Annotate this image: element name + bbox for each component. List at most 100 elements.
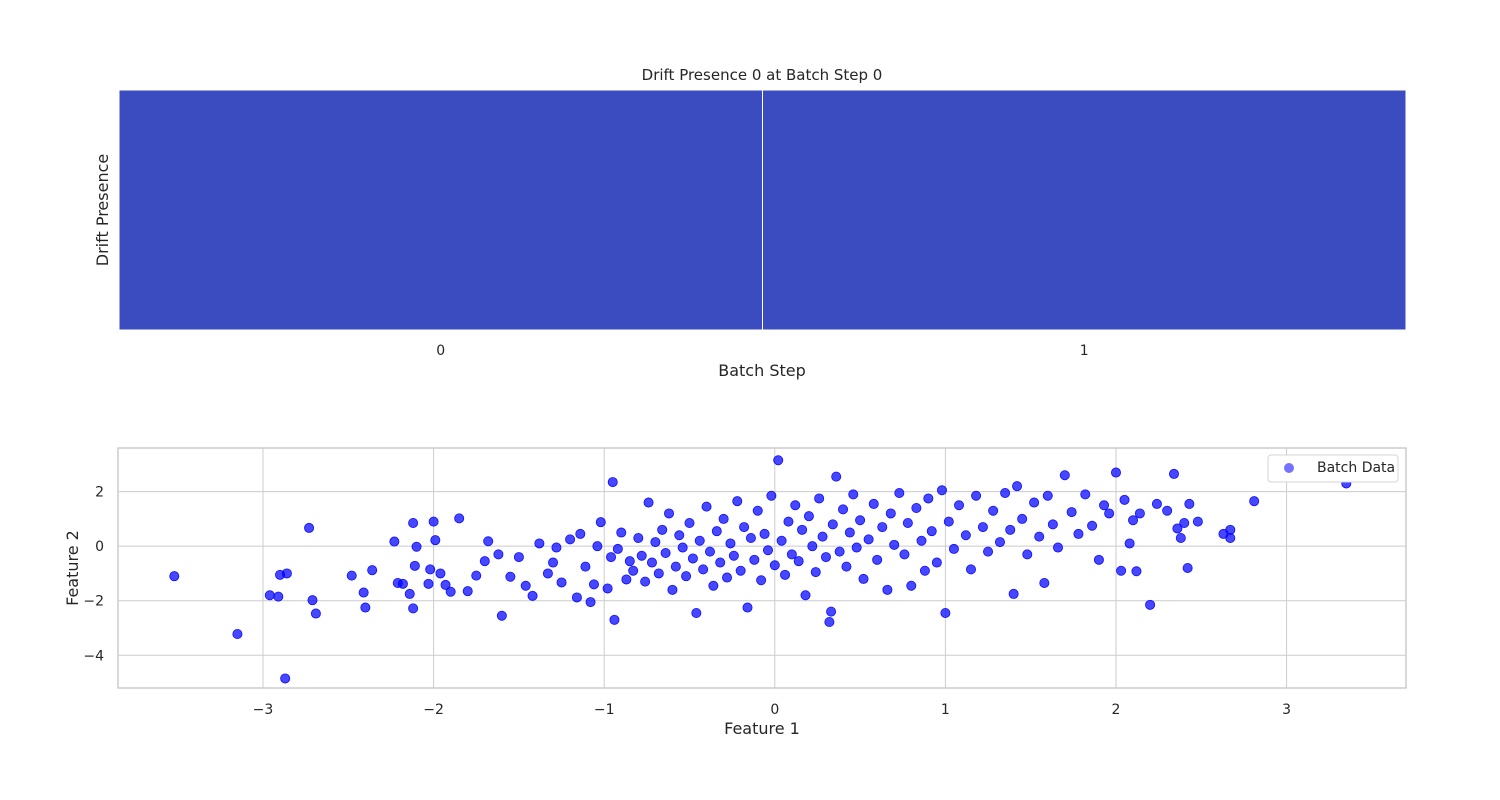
scatter-point	[1104, 508, 1115, 519]
scatter-point	[454, 513, 465, 524]
scatter-x-tick-label: −3	[253, 702, 274, 718]
scatter-point	[899, 549, 910, 560]
scatter-point	[1093, 554, 1104, 565]
scatter-point	[520, 580, 531, 591]
scatter-point	[360, 602, 371, 613]
scatter-point	[592, 541, 603, 552]
scatter-point	[885, 508, 896, 519]
scatter-point	[1087, 520, 1098, 531]
scatter-point	[1008, 588, 1019, 599]
scatter-point	[607, 477, 618, 488]
scatter-y-tick-label: 2	[95, 485, 104, 501]
scatter-point	[759, 528, 770, 539]
scatter-point	[1000, 487, 1011, 498]
scatter-point	[430, 535, 441, 546]
scatter-point	[411, 541, 422, 552]
scatter-point	[1066, 507, 1077, 518]
scatter-point	[745, 533, 756, 544]
scatter-point	[877, 522, 888, 533]
scatter-point	[513, 552, 524, 563]
scatter-point	[841, 561, 852, 572]
scatter-point	[824, 617, 835, 628]
scatter-x-tick-label: 1	[941, 702, 950, 718]
scatter-point	[1184, 498, 1195, 509]
scatter-point	[735, 565, 746, 576]
scatter-point	[948, 543, 959, 554]
scatter-y-tick-label: 0	[95, 539, 104, 555]
scatter-point	[640, 576, 651, 587]
scatter-point	[783, 516, 794, 527]
scatter-point	[766, 490, 777, 501]
scatter-point	[588, 579, 599, 590]
legend-label: Batch Data	[1317, 460, 1395, 476]
scatter-point	[606, 552, 617, 563]
scatter-point	[773, 455, 784, 466]
scatter-point	[621, 574, 632, 585]
scatter-point	[732, 496, 743, 507]
scatter-point	[889, 539, 900, 550]
scatter-point	[786, 549, 797, 560]
scatter-point	[493, 549, 504, 560]
scatter-point	[983, 546, 994, 557]
scatter-point	[653, 568, 664, 579]
scatter-point	[725, 538, 736, 549]
scatter-point	[483, 536, 494, 547]
scatter-frame	[117, 447, 1407, 689]
scatter-point	[844, 527, 855, 538]
scatter-point	[1005, 524, 1016, 535]
scatter-point	[739, 522, 750, 533]
scatter-point	[977, 522, 988, 533]
scatter-point	[358, 587, 369, 598]
scatter-point	[911, 502, 922, 513]
scatter-point	[1134, 508, 1145, 519]
scatter-point	[872, 554, 883, 565]
scatter-point	[404, 588, 415, 599]
scatter-point	[1119, 494, 1130, 505]
scatter-point	[1225, 533, 1236, 544]
scatter-point	[807, 541, 818, 552]
scatter-point	[855, 515, 866, 526]
scatter-points	[169, 455, 1352, 684]
scatter-point	[769, 560, 780, 571]
scatter-point	[633, 533, 644, 544]
scatter-point	[868, 498, 879, 509]
scatter-point	[797, 524, 808, 535]
scatter-panel: −3 −2 −1 0 1 2 3 −4 −2 0 2 Feature 1 Feature 2 Ba…	[63, 447, 1407, 738]
scatter-point	[264, 590, 275, 601]
scatter-x-tick-labels: −3 −2 −1 0 1 2 3	[253, 702, 1291, 718]
scatter-point	[408, 603, 419, 614]
scatter-point	[820, 552, 831, 563]
scatter-y-tick-labels: −4 −2 0 2	[83, 485, 104, 665]
scatter-point	[1034, 531, 1045, 542]
scatter-point	[894, 487, 905, 498]
scatter-point	[790, 500, 801, 511]
scatter-point	[698, 564, 709, 575]
scatter-point	[1080, 489, 1091, 500]
scatter-point	[882, 584, 893, 595]
scatter-point	[715, 557, 726, 568]
scatter-point	[756, 575, 767, 586]
scatter-gridlines	[118, 448, 1406, 688]
scatter-point	[762, 545, 773, 556]
scatter-point	[923, 493, 934, 504]
scatter-point	[728, 550, 739, 561]
scatter-point	[681, 571, 692, 582]
scatter-y-tick-label: −2	[83, 594, 104, 610]
scatter-point	[1022, 549, 1033, 560]
scatter-point	[954, 500, 965, 511]
scatter-point	[1059, 470, 1070, 481]
scatter-point	[826, 606, 837, 617]
scatter-point	[677, 542, 688, 553]
scatter-point	[585, 597, 596, 608]
scatter-point	[409, 560, 420, 571]
scatter-point	[660, 548, 671, 559]
heatmap-cell-0	[118, 89, 763, 331]
scatter-point	[389, 536, 400, 547]
scatter-point	[834, 546, 845, 557]
scatter-point	[527, 590, 538, 601]
scatter-point	[479, 556, 490, 567]
heatmap-x-axis-title: Batch Step	[718, 361, 806, 380]
scatter-point	[1017, 513, 1028, 524]
